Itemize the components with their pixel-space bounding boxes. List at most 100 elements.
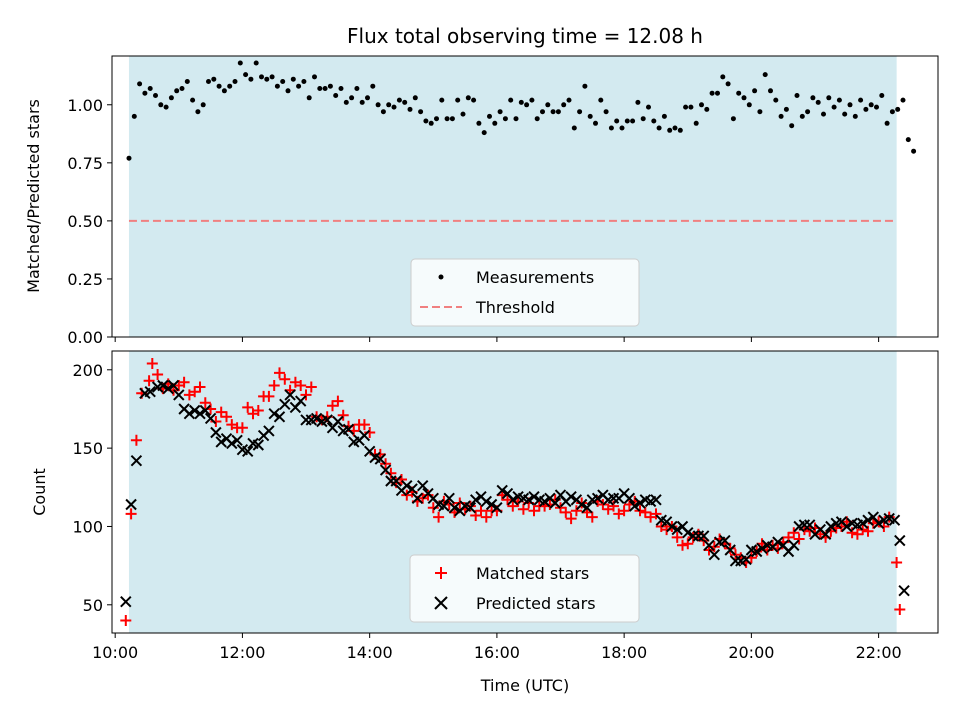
measurement-point (227, 83, 233, 89)
legend-marker-predicted (434, 596, 448, 610)
predicted-star-point (231, 434, 243, 447)
matched-star-point (236, 422, 248, 434)
measurement-point (206, 79, 211, 84)
bottom-y-tick-label: 200 (72, 361, 103, 380)
bottom-x-tick-label: 20:00 (728, 643, 774, 662)
top-y-tick-label: 0.50 (67, 212, 103, 231)
matched-star-point (125, 508, 137, 520)
measurement-point (741, 95, 747, 101)
measurement-point (715, 90, 720, 96)
predicted-star-point (697, 530, 710, 542)
predicted-star-point (538, 495, 551, 508)
measurement-point (630, 118, 636, 124)
measurement-point (783, 106, 789, 112)
measurement-point (237, 60, 243, 66)
predicted-star-point (522, 494, 535, 506)
measurement-point (174, 88, 180, 94)
matched-star-point (793, 533, 805, 545)
predicted-star-point (803, 519, 816, 531)
measurement-point (497, 109, 503, 115)
measurement-point (375, 102, 381, 108)
matched-star-point (337, 409, 349, 421)
predicted-star-point (724, 544, 736, 556)
measurement-point (243, 72, 249, 78)
measurement-point (322, 86, 328, 91)
measurement-point (269, 74, 275, 80)
predicted-star-point (480, 495, 493, 508)
predicted-star-point (390, 475, 402, 487)
measurement-point (301, 79, 307, 84)
measurement-point (290, 76, 296, 82)
measurement-point (349, 95, 355, 101)
measurement-points (126, 60, 917, 161)
measurement-point (502, 116, 508, 122)
measurement-point (688, 104, 694, 110)
bottom-y-axis-label: Count (30, 468, 49, 516)
bottom-y-tick-label: 100 (72, 517, 103, 536)
measurement-point (487, 113, 492, 119)
measurement-point (380, 109, 386, 115)
predicted-star-point (623, 492, 636, 505)
measurement-point (794, 93, 800, 98)
predicted-star-point (263, 425, 275, 437)
predicted-star-point (894, 534, 906, 547)
measurement-point (540, 109, 545, 115)
predicted-star-point (374, 453, 387, 465)
top-y-tick-label: 1.00 (67, 96, 103, 115)
predicted-star-point (628, 500, 641, 512)
predicted-star-point (708, 548, 721, 561)
matched-star-point (502, 494, 513, 506)
predicted-star-point (401, 479, 413, 492)
matched-star-point (464, 500, 476, 512)
measurement-point (518, 99, 524, 105)
matched-star-point (199, 397, 211, 409)
matched-star-point (528, 505, 540, 517)
measurement-point (736, 90, 742, 96)
matched-star-point (242, 401, 254, 413)
bottom-x-tick-label: 22:00 (856, 643, 902, 662)
predicted-star-point (703, 539, 715, 552)
measurement-point (624, 118, 630, 124)
matched-star-point (851, 528, 863, 540)
predicted-star-point (788, 539, 800, 552)
measurement-point (852, 113, 858, 119)
predicted-star-point (157, 379, 169, 392)
matched-star-point (618, 505, 630, 517)
chart-title: Flux total observing time = 12.08 h (347, 24, 703, 48)
measurement-point (810, 95, 816, 101)
matched-star-point (263, 390, 275, 402)
top-legend-box (410, 258, 640, 327)
measurement-point (137, 81, 143, 87)
predicted-star-point (841, 520, 853, 533)
matched-star-point (867, 517, 879, 529)
measurement-point (253, 60, 259, 66)
matched-star-point (650, 508, 662, 520)
measurement-point (333, 93, 339, 98)
predicted-star-point (252, 439, 265, 451)
matched-star-point (268, 380, 280, 391)
measurement-point (773, 97, 779, 103)
predicted-star-point (888, 514, 901, 526)
matched-star-point (279, 373, 291, 385)
measurement-point (608, 125, 614, 131)
matched-star-point (178, 376, 190, 388)
predicted-star-point (279, 398, 291, 411)
measurement-point (635, 99, 641, 105)
predicted-star-point (507, 494, 519, 506)
bottom-x-tick-label: 12:00 (219, 643, 265, 662)
legend-label-predicted: Predicted stars (476, 594, 596, 613)
matched-star-point (358, 419, 370, 431)
predicted-star-point (210, 426, 222, 439)
measurement-point (190, 97, 196, 103)
measurement-point (566, 97, 572, 103)
measurement-point (661, 113, 667, 119)
matched-star-point (327, 400, 338, 412)
measurement-point (163, 104, 169, 110)
measurement-point (365, 95, 370, 101)
measurement-point (221, 88, 227, 94)
predicted-star-point (496, 484, 508, 497)
matched-star-point (252, 405, 264, 416)
measurement-point (879, 93, 885, 98)
measurement-point (884, 120, 890, 126)
predicted-star-point (162, 382, 174, 395)
